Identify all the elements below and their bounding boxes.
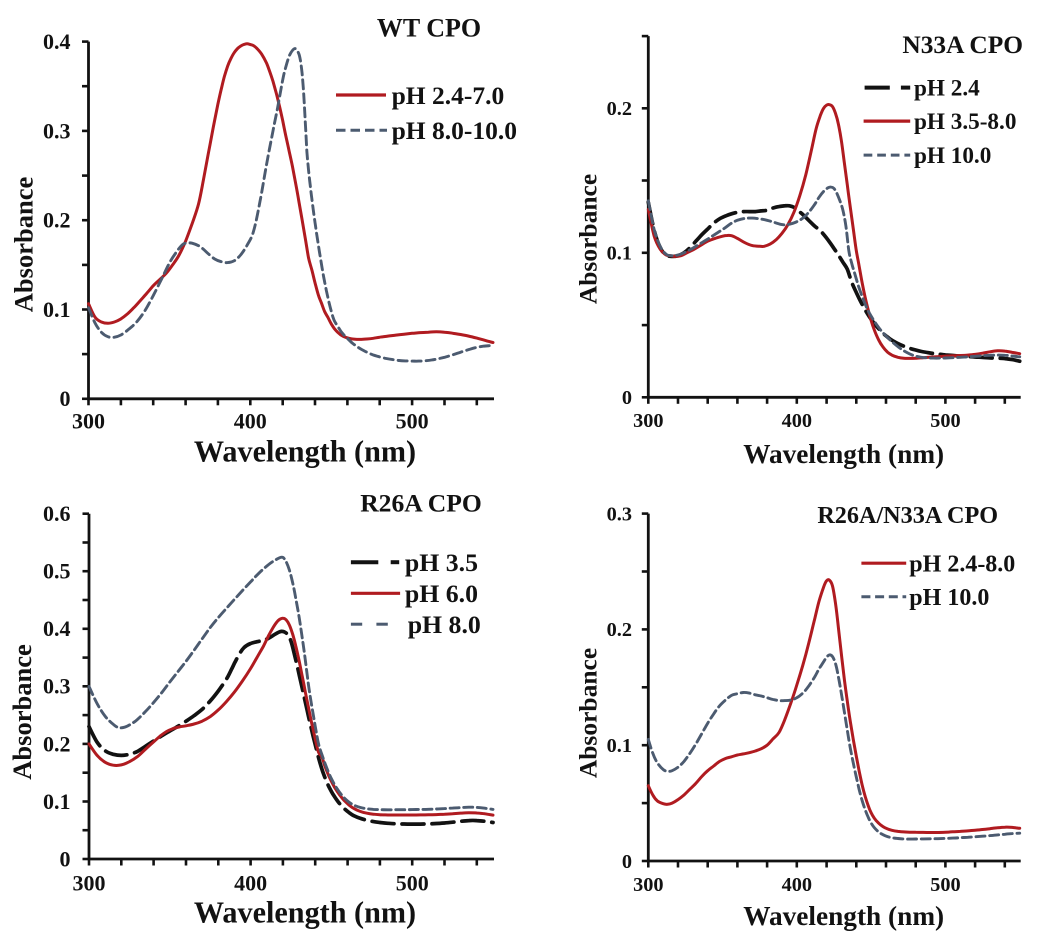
svg-text:300: 300	[633, 874, 663, 896]
svg-text:0.4: 0.4	[43, 29, 71, 54]
svg-text:0.3: 0.3	[43, 674, 71, 699]
svg-text:0: 0	[622, 851, 632, 873]
svg-text:0.5: 0.5	[43, 559, 71, 584]
svg-text:R26A/N33A CPO: R26A/N33A CPO	[817, 502, 998, 529]
svg-text:500: 500	[396, 870, 429, 895]
svg-text:0.2: 0.2	[43, 208, 71, 233]
svg-text:0.4: 0.4	[43, 616, 71, 641]
svg-text:Absorbance: Absorbance	[7, 644, 37, 780]
svg-text:N33A CPO: N33A CPO	[902, 31, 1023, 59]
svg-text:0.1: 0.1	[43, 789, 71, 814]
svg-text:500: 500	[930, 410, 960, 432]
svg-text:500: 500	[930, 874, 960, 896]
svg-text:400: 400	[782, 410, 812, 432]
svg-text:pH 3.5: pH 3.5	[405, 548, 478, 577]
svg-text:0: 0	[622, 387, 632, 409]
svg-text:0.1: 0.1	[43, 297, 71, 322]
svg-text:300: 300	[72, 409, 105, 434]
svg-text:Absorbance: Absorbance	[574, 648, 603, 778]
svg-text:Wavelength (nm): Wavelength (nm)	[743, 901, 944, 931]
svg-text:300: 300	[633, 410, 663, 432]
svg-text:R26A CPO: R26A CPO	[360, 489, 482, 518]
svg-text:Absorbance: Absorbance	[9, 177, 39, 313]
svg-text:400: 400	[234, 870, 267, 895]
svg-text:pH 10.0: pH 10.0	[914, 143, 991, 169]
svg-text:400: 400	[782, 874, 812, 896]
svg-text:500: 500	[396, 409, 429, 434]
svg-text:0.6: 0.6	[43, 501, 71, 526]
svg-text:Wavelength (nm): Wavelength (nm)	[194, 896, 416, 930]
svg-text:400: 400	[234, 409, 267, 434]
svg-text:WT CPO: WT CPO	[377, 13, 481, 42]
svg-text:pH 6.0: pH 6.0	[405, 579, 478, 608]
svg-text:pH 2.4: pH 2.4	[914, 76, 980, 102]
svg-text:pH 10.0: pH 10.0	[909, 585, 989, 611]
svg-text:0: 0	[60, 846, 71, 871]
svg-text:300: 300	[73, 870, 106, 895]
svg-text:0.2: 0.2	[43, 731, 71, 756]
svg-text:0.1: 0.1	[607, 735, 632, 757]
svg-text:pH 3.5-8.0: pH 3.5-8.0	[914, 109, 1016, 135]
svg-text:pH 2.4-7.0: pH 2.4-7.0	[392, 81, 505, 110]
svg-text:pH 8.0: pH 8.0	[408, 610, 481, 639]
svg-text:pH 2.4-8.0: pH 2.4-8.0	[909, 552, 1015, 578]
svg-text:0.3: 0.3	[43, 118, 71, 143]
svg-text:0: 0	[60, 386, 71, 411]
svg-text:0.2: 0.2	[607, 619, 632, 641]
svg-text:Wavelength (nm): Wavelength (nm)	[194, 435, 416, 469]
svg-text:0.2: 0.2	[607, 98, 632, 120]
svg-text:0.1: 0.1	[607, 243, 632, 265]
svg-text:Wavelength (nm): Wavelength (nm)	[743, 439, 944, 469]
svg-text:pH 8.0-10.0: pH 8.0-10.0	[392, 116, 517, 145]
svg-text:0.3: 0.3	[607, 503, 632, 525]
svg-text:Absorbance: Absorbance	[574, 174, 603, 304]
